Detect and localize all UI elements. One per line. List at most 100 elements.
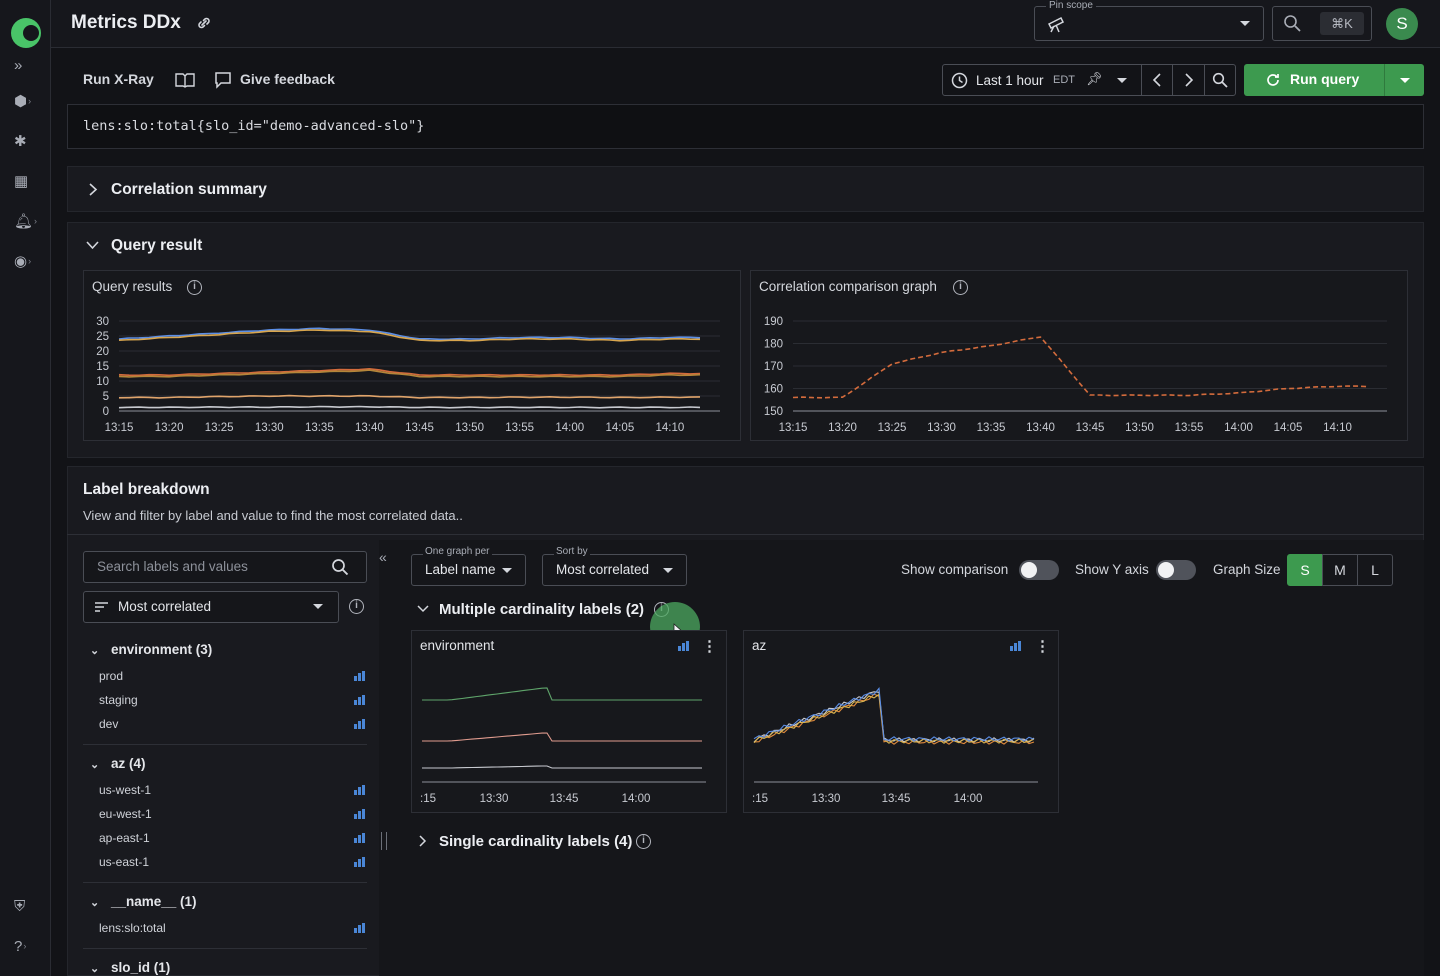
apps-icon[interactable]: ⬢ ›: [14, 93, 32, 110]
label-value-item[interactable]: us-west-1: [83, 780, 367, 804]
query-result-title[interactable]: Query result: [111, 237, 203, 254]
x-tick-label: 13:55: [505, 422, 534, 434]
telescope-icon: [1047, 16, 1065, 33]
chevron-down-icon: [663, 568, 673, 573]
show-y-axis-toggle[interactable]: [1156, 560, 1196, 580]
run-query-options-button[interactable]: [1384, 64, 1424, 96]
collapse-panel-icon[interactable]: «: [379, 549, 387, 565]
label-value-item[interactable]: eu-west-1: [83, 804, 367, 828]
pin-scope-select[interactable]: [1034, 6, 1264, 41]
x-tick-label: 13:30: [255, 422, 284, 434]
time-range-picker[interactable]: [942, 64, 1236, 96]
explore-compass-icon[interactable]: ◉ ›: [14, 253, 32, 270]
series-line: [753, 693, 1035, 745]
label-search-input[interactable]: [83, 551, 367, 583]
pin-icon[interactable]: 📌︎: [1086, 71, 1103, 86]
sort-by-value: Most correlated: [556, 562, 650, 577]
graph-size-label: Graph Size: [1213, 562, 1281, 577]
admin-shield-icon[interactable]: ⛨: [14, 897, 26, 915]
x-tick-label: 13:45: [882, 793, 911, 805]
label-value-item[interactable]: lens:slo:total: [83, 918, 367, 942]
x-tick-label: 13:45: [550, 793, 579, 805]
single-cardinality-title[interactable]: Single cardinality labels (4): [439, 833, 633, 850]
x-tick-label: 13:20: [828, 422, 857, 434]
correlation-summary-title[interactable]: Correlation summary: [111, 181, 267, 198]
filter-panel-splitter[interactable]: [379, 540, 391, 976]
multiple-cardinality-title[interactable]: Multiple cardinality labels (2): [439, 601, 645, 618]
global-search-button[interactable]: [1272, 6, 1372, 41]
label-value-item[interactable]: dev: [83, 714, 367, 738]
metrics-icon[interactable]: ✱: [14, 133, 27, 150]
x-tick-label: 13:50: [1125, 422, 1154, 434]
label-group-name: slo_id (1): [111, 960, 171, 975]
dashboards-icon[interactable]: ▦: [14, 173, 29, 190]
user-avatar[interactable]: S: [1386, 8, 1418, 40]
query-results-chart[interactable]: 0 5 10 15 20 25 30 13:15 13:20 13:25 13:30 13:35 13:…: [84, 305, 740, 439]
chevron-down-icon[interactable]: [86, 240, 99, 250]
label-value-text: us-west-1: [99, 783, 152, 797]
sort-by-select[interactable]: [542, 554, 687, 586]
series-line: [422, 687, 702, 701]
next-range-icon[interactable]: [1184, 73, 1194, 87]
label-search-placeholder: Search labels and values: [97, 559, 248, 574]
zoom-search-icon[interactable]: [1212, 72, 1228, 88]
y-tick-label: 25: [96, 331, 109, 343]
previous-range-icon[interactable]: [1152, 73, 1162, 87]
label-sort-value: Most correlated: [118, 599, 212, 614]
correlation-comparison-chart-card: [750, 270, 1408, 441]
expand-nav-icon[interactable]: »: [14, 56, 23, 74]
label-value-item[interactable]: prod: [83, 666, 367, 690]
environment-mini-chart[interactable]: :15 13:30 13:45 14:00: [412, 660, 726, 810]
label-sort-select[interactable]: [83, 591, 339, 623]
x-tick-label: 13:35: [977, 422, 1006, 434]
x-tick-label: 14:00: [555, 422, 584, 434]
az-mini-chart[interactable]: :15 13:30 13:45 14:00: [744, 660, 1058, 810]
label-group-name: az (4): [111, 756, 146, 771]
correlation-comparison-chart[interactable]: 150 160 170 180 190 13:15 13:20 13:25 13:30 13:35…: [751, 305, 1407, 439]
drag-handle-icon[interactable]: [381, 832, 387, 850]
graph-size-m-button[interactable]: M: [1322, 554, 1358, 586]
app-logo[interactable]: [10, 17, 42, 49]
info-icon[interactable]: i: [187, 280, 202, 295]
chevron-right-icon[interactable]: [88, 183, 98, 196]
info-icon[interactable]: i: [349, 599, 364, 614]
more-options-icon[interactable]: ⋮: [702, 638, 717, 655]
series-line: [753, 693, 1035, 744]
x-tick-label: :15: [420, 793, 436, 805]
run-xray-button[interactable]: Run X-Ray: [83, 71, 154, 87]
x-tick-label: 14:05: [1274, 422, 1303, 434]
docs-book-icon[interactable]: [175, 72, 195, 88]
label-group-header[interactable]: ⌄ __name__ (1): [83, 894, 367, 909]
x-tick-label: 14:10: [656, 422, 685, 434]
x-tick-label: 13:15: [779, 422, 808, 434]
label-value-item[interactable]: ap-east-1: [83, 828, 367, 852]
chevron-right-icon[interactable]: [418, 835, 427, 847]
x-tick-label: 13:40: [355, 422, 384, 434]
series-line: [753, 691, 1035, 743]
query-results-chart-card: [83, 270, 741, 441]
copy-link-icon[interactable]: [196, 15, 212, 31]
chevron-down-icon[interactable]: [417, 604, 429, 613]
run-query-button[interactable]: Run query: [1244, 64, 1384, 96]
label-group-header[interactable]: ⌄ az (4): [83, 756, 367, 771]
label-group-header[interactable]: ⌄ slo_id (1): [83, 960, 367, 975]
correlation-summary-section[interactable]: [67, 166, 1424, 212]
time-range-dropdown-icon[interactable]: [1116, 77, 1128, 85]
show-comparison-toggle[interactable]: [1019, 560, 1059, 580]
query-editor[interactable]: [67, 104, 1424, 149]
y-tick-label: 170: [764, 361, 783, 373]
give-feedback-button[interactable]: Give feedback: [240, 71, 335, 87]
label-value-item[interactable]: us-east-1: [83, 852, 367, 876]
more-options-icon[interactable]: ⋮: [1035, 638, 1050, 655]
info-icon[interactable]: i: [636, 834, 651, 849]
info-icon[interactable]: i: [953, 280, 968, 295]
label-group-header[interactable]: ⌄ environment (3): [83, 642, 367, 657]
label-value-item[interactable]: staging: [83, 690, 367, 714]
graph-size-s-button[interactable]: S: [1287, 554, 1323, 586]
alerts-bell-icon[interactable]: 🔔︎ ›: [14, 213, 38, 230]
time-range-value: Last 1 hour: [976, 73, 1044, 88]
chevron-down-icon: [1400, 78, 1410, 83]
help-icon[interactable]: ? ›: [14, 937, 27, 955]
x-tick-label: 13:50: [455, 422, 484, 434]
graph-size-l-button[interactable]: L: [1357, 554, 1393, 586]
